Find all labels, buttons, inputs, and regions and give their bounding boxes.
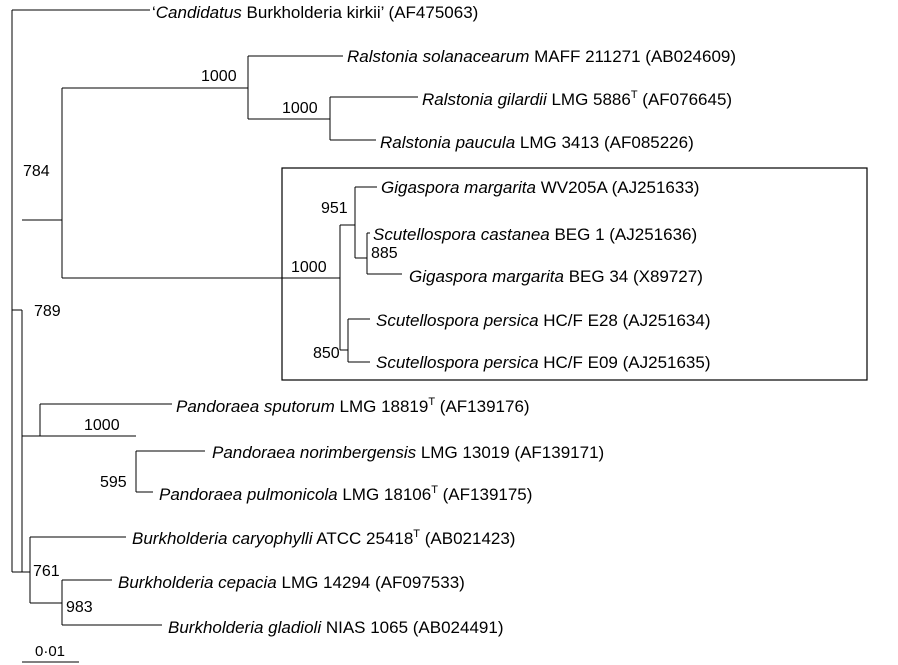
leaf-label-norimbergensis: Pandoraea norimbergensis LMG 13019 (AF13…	[212, 443, 604, 462]
species-name: Pandoraea norimbergensis	[212, 443, 417, 462]
leaf-label-sputorum: Pandoraea sputorum LMG 18819T (AF139176)	[176, 396, 530, 416]
leaf-label-paucula: Ralstonia paucula LMG 3413 (AF085226)	[380, 133, 694, 152]
type-strain-mark: T	[413, 528, 420, 540]
bootstrap-ralstonia-fungal: 784	[23, 163, 50, 180]
strain-accession: MAFF 211271 (AB024609)	[529, 47, 736, 66]
leaf-label-gig-beg34: Gigaspora margarita BEG 34 (X89727)	[409, 267, 703, 286]
species-name: Pandoraea pulmonicola	[159, 485, 338, 504]
strain-accession: HC/F E28 (AJ251634)	[539, 311, 711, 330]
accession: (AF139176)	[435, 397, 530, 416]
scale-bar: 0·01	[22, 643, 79, 663]
bootstrap-persica-pair: 850	[313, 345, 340, 362]
bootstrap-burkholderia-clade: 761	[33, 563, 60, 580]
species-name: Pandoraea sputorum	[176, 397, 335, 416]
strain-accession: LMG 5886	[547, 90, 631, 109]
strain-accession: LMG 18819	[335, 397, 429, 416]
strain-accession: LMG 3413 (AF085226)	[515, 133, 694, 152]
bootstrap-gigaspora-group: 951	[321, 200, 348, 217]
fungal-clade-box	[281, 167, 868, 381]
type-strain-mark: T	[631, 89, 638, 101]
type-strain-mark: T	[431, 484, 438, 496]
leaf-label-caryophylli: Burkholderia caryophylli ATCC 25418T (AB…	[132, 528, 515, 548]
leaf-label-gig-wv205a: Gigaspora margarita WV205A (AJ251633)	[381, 178, 699, 197]
strain-accession: WV205A (AJ251633)	[536, 178, 699, 197]
strain-accession: LMG 18106	[338, 485, 432, 504]
species-name: Gigaspora margarita	[409, 267, 564, 286]
strain-accession: ATCC 25418	[312, 529, 413, 548]
bootstrap-labels: 1000 1000 784 1000 951 885 850 789 1000 595 761 983	[23, 68, 398, 616]
leaf-label-solanacearum: Ralstonia solanacearum MAFF 211271 (AB02…	[347, 47, 736, 66]
species-name: Ralstonia solanacearum	[347, 47, 529, 66]
leaf-labels: ‘Candidatus Burkholderia kirkii’ (AF4750…	[118, 3, 736, 637]
species-name: Gigaspora margarita	[381, 178, 536, 197]
bootstrap-ralstonia-clade: 1000	[201, 68, 237, 85]
species-name: Burkholderia cepacia	[118, 573, 277, 592]
leaf-label-scu-castanea: Scutellospora castanea BEG 1 (AJ251636)	[373, 225, 697, 244]
strain-accession: LMG 13019 (AF139171)	[416, 443, 604, 462]
leaf-label-gladioli: Burkholderia gladioli NIAS 1065 (AB02449…	[168, 618, 504, 637]
bootstrap-main-split: 789	[34, 303, 61, 320]
species-name: Candidatus	[156, 3, 243, 22]
species-name: Burkholderia caryophylli	[132, 529, 314, 548]
bootstrap-pandoraea-clade: 1000	[84, 417, 120, 434]
strain-accession: LMG 14294 (AF097533)	[277, 573, 465, 592]
bootstrap-gilardii-paucula: 1000	[282, 100, 318, 117]
strain-accession: BEG 1 (AJ251636)	[550, 225, 697, 244]
type-strain-mark: T	[428, 396, 435, 408]
strain-accession: BEG 34 (X89727)	[564, 267, 703, 286]
bootstrap-castanea-beg34: 885	[371, 245, 398, 262]
species-name: Scutellospora persica	[376, 311, 539, 330]
species-name: Ralstonia gilardii	[422, 90, 548, 109]
bootstrap-cepacia-gladioli: 983	[66, 599, 93, 616]
species-name: Scutellospora castanea	[373, 225, 550, 244]
bootstrap-fungal-clade: 1000	[291, 259, 327, 276]
leaf-label-gilardii: Ralstonia gilardii LMG 5886T (AF076645)	[422, 89, 732, 109]
tree-branches	[11, 9, 418, 626]
leaf-label-scu-e09: Scutellospora persica HC/F E09 (AJ251635…	[376, 353, 711, 372]
strain-accession: HC/F E09 (AJ251635)	[539, 353, 711, 372]
accession: (AF076645)	[638, 90, 733, 109]
species-name: Burkholderia gladioli	[168, 618, 322, 637]
leaf-label-cepacia: Burkholderia cepacia LMG 14294 (AF097533…	[118, 573, 465, 592]
bootstrap-norimbergensis-pulmonicola: 595	[100, 474, 127, 491]
accession: (AF139175)	[438, 485, 533, 504]
scale-bar-label: 0·01	[35, 643, 65, 660]
strain-accession: Burkholderia kirkii’ (AF475063)	[242, 3, 479, 22]
strain-accession: NIAS 1065 (AB024491)	[321, 618, 503, 637]
species-name: Ralstonia paucula	[380, 133, 515, 152]
species-name: Scutellospora persica	[376, 353, 539, 372]
leaf-label-kirkii: ‘Candidatus Burkholderia kirkii’ (AF4750…	[152, 3, 478, 22]
leaf-prefix: ‘	[152, 3, 156, 22]
leaf-label-pulmonicola: Pandoraea pulmonicola LMG 18106T (AF1391…	[159, 484, 532, 504]
leaf-label-scu-e28: Scutellospora persica HC/F E28 (AJ251634…	[376, 311, 711, 330]
accession: (AB021423)	[420, 529, 515, 548]
